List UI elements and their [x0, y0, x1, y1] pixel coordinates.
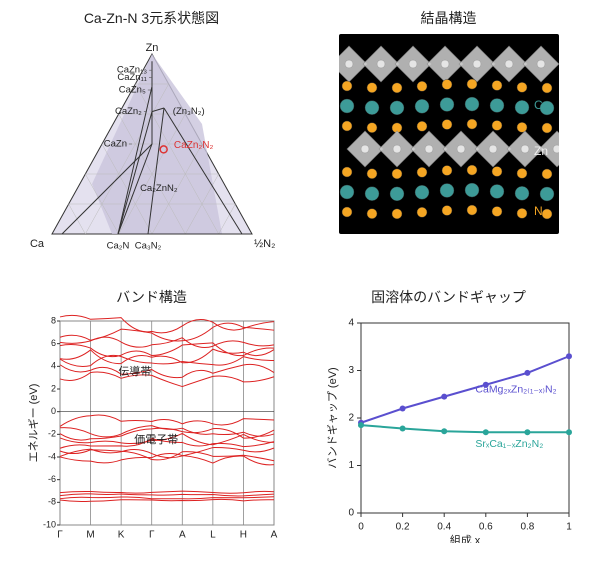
svg-text:A: A	[178, 530, 185, 541]
svg-text:0.8: 0.8	[520, 522, 534, 533]
svg-text:Γ: Γ	[148, 530, 154, 541]
svg-text:Ca₃N₂: Ca₃N₂	[134, 241, 161, 252]
svg-text:2: 2	[348, 413, 354, 424]
svg-text:A: A	[270, 530, 277, 541]
svg-text:組成 x: 組成 x	[449, 534, 480, 543]
svg-text:1: 1	[566, 522, 572, 533]
svg-text:Γ: Γ	[57, 530, 63, 541]
svg-text:3: 3	[348, 365, 354, 376]
svg-text:-6: -6	[47, 474, 55, 484]
svg-text:0.4: 0.4	[437, 522, 451, 533]
gap-chart: 0 0.2 0.4 0.6 0.8 1 0 1 2 3 4 組成 x バンドギャップ (eV) CaMg₂…	[319, 313, 579, 543]
svg-text:伝導帯: 伝導帯	[118, 364, 151, 378]
svg-text:K: K	[117, 530, 124, 541]
svg-text:CaZn₂: CaZn₂	[114, 106, 141, 117]
structure-render: Ca Zn N	[339, 34, 559, 234]
svg-text:0.2: 0.2	[395, 522, 409, 533]
svg-text:L: L	[210, 530, 216, 541]
svg-text:6: 6	[50, 338, 55, 348]
svg-text:-8: -8	[47, 497, 55, 507]
svg-text:CaZn₁₁: CaZn₁₁	[117, 72, 147, 83]
svg-text:Ca₂ZnN₂: Ca₂ZnN₂	[140, 183, 178, 194]
svg-text:CaZn: CaZn	[103, 139, 126, 150]
band-title: バンド構造	[116, 287, 187, 307]
band-chart: Γ M K Γ A L H A -10 -8 -6 -4 -2 0 2 4 6 8 エネルギー (eV) 伝導帯価電子…	[22, 313, 282, 543]
svg-text:価電子帯: 価電子帯	[134, 433, 178, 446]
svg-text:CaMg₂ₓZn₂₍₁₋ₓ₎N₂: CaMg₂ₓZn₂₍₁₋ₓ₎N₂	[475, 383, 556, 395]
svg-text:-2: -2	[47, 429, 55, 439]
svg-text:0: 0	[50, 406, 55, 416]
svg-text:0.6: 0.6	[478, 522, 492, 533]
svg-text:N: N	[534, 204, 543, 218]
svg-text:Zn: Zn	[534, 144, 548, 158]
gap-title: 固溶体のバンドギャップ	[371, 287, 526, 307]
panel-band: バンド構造 Γ M K Γ A L H A -10 -8 -6 -4 -2 0 2 4 6 8 エネルギー (eV)…	[8, 287, 295, 556]
svg-text:4: 4	[348, 318, 354, 329]
svg-text:SrₓCa₁₋ₓZn₂N₂: SrₓCa₁₋ₓZn₂N₂	[475, 438, 543, 450]
structure-title: 結晶構造	[421, 8, 477, 28]
svg-text:Ca₂N: Ca₂N	[106, 241, 129, 252]
svg-text:(Zn₃N₂): (Zn₃N₂)	[172, 106, 204, 117]
svg-text:2: 2	[50, 383, 55, 393]
svg-text:0: 0	[348, 508, 354, 519]
svg-text:H: H	[239, 530, 246, 541]
svg-text:CaZn₂N₂: CaZn₂N₂	[173, 140, 213, 151]
svg-text:エネルギー (eV): エネルギー (eV)	[26, 384, 39, 463]
ternary-title: Ca-Zn-N 3元系状態図	[84, 8, 219, 28]
svg-text:Ca: Ca	[534, 98, 550, 112]
panel-ternary: Ca-Zn-N 3元系状態図 CaZn₂N₂CaZn₁₃CaZn₁₁CaZn₅C…	[8, 8, 295, 277]
svg-text:バンドギャップ (eV): バンドギャップ (eV)	[325, 367, 338, 468]
ternary-chart: CaZn₂N₂CaZn₁₃CaZn₁₁CaZn₅CaZn₂CaZn(Zn₃N₂)…	[22, 34, 282, 264]
svg-text:1: 1	[348, 460, 354, 471]
svg-text:Ca: Ca	[29, 238, 44, 250]
svg-text:-10: -10	[42, 519, 55, 529]
svg-text:Zn: Zn	[145, 42, 158, 54]
svg-text:8: 8	[50, 315, 55, 325]
svg-text:4: 4	[50, 361, 55, 371]
svg-text:-4: -4	[47, 451, 55, 461]
svg-text:½N₂: ½N₂	[254, 238, 275, 250]
svg-text:0: 0	[358, 522, 364, 533]
svg-text:M: M	[86, 530, 94, 541]
svg-text:CaZn₅: CaZn₅	[118, 85, 145, 96]
panel-structure: 結晶構造 Ca Zn N	[305, 8, 592, 277]
panel-gap: 固溶体のバンドギャップ 0 0.2 0.4 0.6 0.8 1 0 1 2 3 4 組成 x バンドギャ…	[305, 287, 592, 556]
